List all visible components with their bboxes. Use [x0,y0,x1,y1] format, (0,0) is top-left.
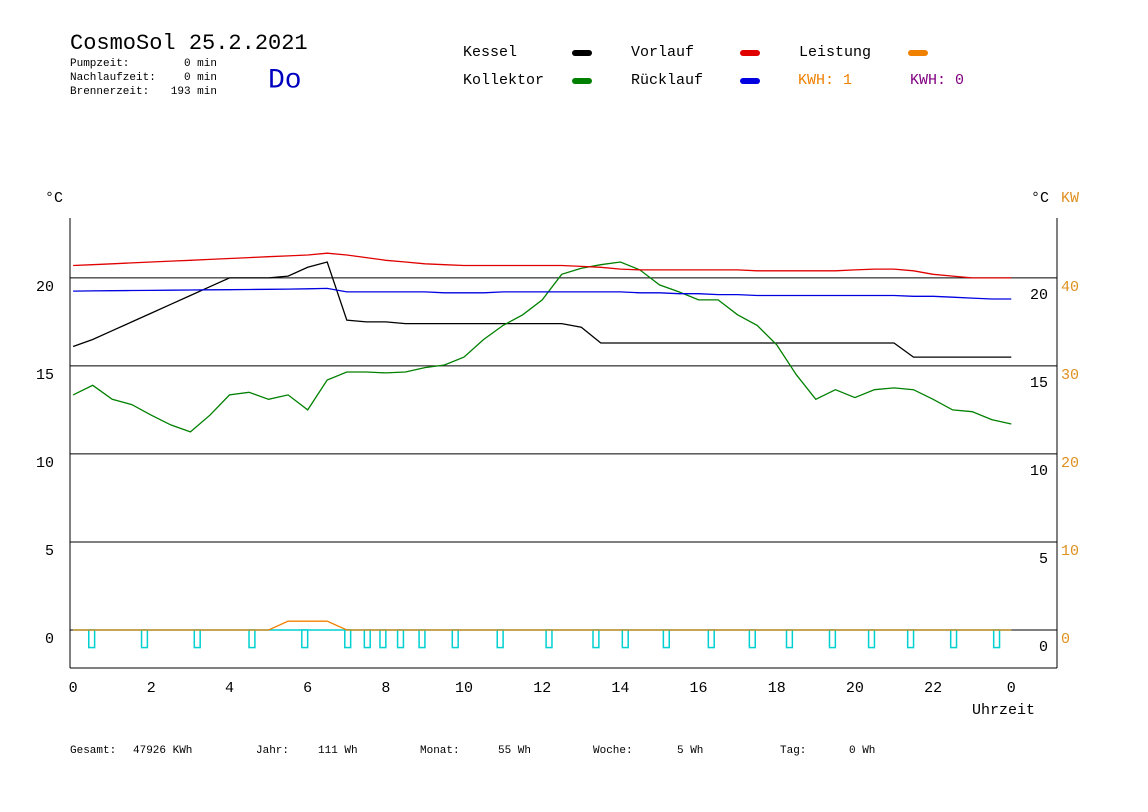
x-tick-label: 16 [690,680,708,697]
pulse [88,629,96,649]
x-tick-label: 2 [147,680,156,697]
x-tick-label: 10 [455,680,473,697]
pulse [785,629,794,649]
pulse [248,629,256,649]
footer-label: Jahr: [256,745,289,757]
y-tick-label: 20 [36,279,54,296]
legend-label: Kollektor [463,72,544,89]
y2-unit: KW [1061,190,1079,207]
footer-label: Monat: [420,745,460,757]
pulse [545,629,553,649]
pulse [344,629,352,649]
footer-label: Tag: [780,745,806,757]
pulse [949,629,958,649]
y-tick-label: 15 [36,367,54,384]
kwh-label: KWH: 1 [798,72,852,89]
y-tick-label-right: 15 [1030,375,1048,392]
x-tick-label: 14 [611,680,629,697]
pulse [193,629,201,649]
pulse [748,629,756,649]
info-label: Brennerzeit: [70,86,149,98]
pulse [140,629,149,649]
legend-label: Rücklauf [631,72,703,89]
x-tick-label: 4 [225,680,234,697]
chart-title: CosmoSol 25.2.2021 [70,31,308,56]
info-value: 0 min [184,72,217,84]
pulse [828,629,837,649]
info-value: 193 min [171,86,217,98]
series-line [73,287,1012,300]
x-tick-label: 6 [303,680,312,697]
pulse [379,629,387,649]
x-tick-label: 20 [846,680,864,697]
x-tick-label: 0 [69,680,78,697]
y-tick-label-right: 5 [1039,551,1048,568]
y2-tick-label: 0 [1061,631,1070,648]
pulse [496,629,504,649]
y2-tick-label: 30 [1061,367,1079,384]
info-label: Pumpzeit: [70,58,129,70]
y-unit: °C [45,190,63,207]
footer-label: Gesamt: [70,745,116,757]
series-line [73,620,1012,631]
footer-value: 55 Wh [498,745,531,757]
footer-value: 47926 KWh [133,745,192,757]
x-tick-label: 22 [924,680,942,697]
y-unit-right: °C [1031,190,1049,207]
y2-tick-label: 10 [1061,543,1079,560]
pulse [301,629,309,649]
kwh-label: KWH: 0 [910,72,964,89]
pulse [396,629,405,649]
x-axis-label: Uhrzeit [972,702,1035,719]
info-value: 0 min [184,58,217,70]
y-tick-label-right: 20 [1030,287,1048,304]
footer-label: Woche: [593,745,633,757]
footer-value: 0 Wh [849,745,875,757]
pulse [418,629,426,649]
info-label: Nachlaufzeit: [70,72,156,84]
y2-tick-label: 40 [1061,279,1079,296]
x-tick-label: 12 [533,680,551,697]
y2-tick-label: 20 [1061,455,1079,472]
legend-label: Leistung [799,44,871,61]
legend-label: Kessel [463,44,517,61]
y-tick-label: 5 [45,543,54,560]
legend-label: Vorlauf [631,44,694,61]
y-tick-label-right: 0 [1039,639,1048,656]
x-tick-label: 8 [381,680,390,697]
x-tick-label: 18 [768,680,786,697]
pulse [662,629,670,649]
pulse [451,629,459,649]
pulse [906,629,915,649]
series-line [72,261,1012,433]
footer-value: 5 Wh [677,745,703,757]
pulse [992,629,1001,649]
pulse [621,629,629,649]
series-line [73,252,1012,279]
y-tick-label: 0 [45,631,54,648]
series-line [72,261,1012,358]
y-tick-label: 10 [36,455,54,472]
pulse [592,629,600,649]
y-tick-label-right: 10 [1030,463,1048,480]
pulse [707,629,715,649]
x-tick-label: 0 [1007,680,1016,697]
pulse [363,629,371,649]
weekday: Do [268,65,302,96]
pulse [867,629,876,649]
footer-value: 111 Wh [318,745,358,757]
